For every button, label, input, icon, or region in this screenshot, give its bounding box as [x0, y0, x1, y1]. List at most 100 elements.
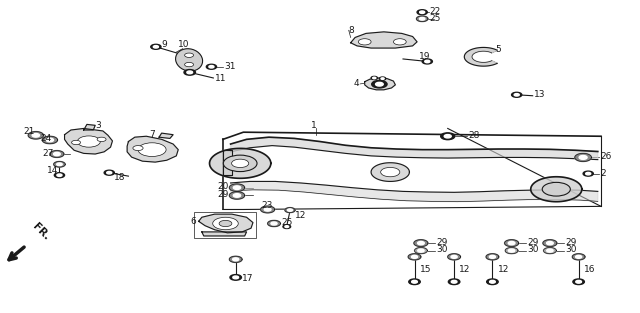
Text: 11: 11 [214, 74, 226, 83]
Text: 8: 8 [349, 26, 355, 35]
Circle shape [285, 226, 289, 228]
Circle shape [230, 275, 241, 280]
Bar [193, 212, 256, 238]
Circle shape [223, 155, 257, 172]
Polygon shape [223, 150, 232, 175]
Polygon shape [351, 32, 417, 48]
Circle shape [511, 92, 522, 97]
Circle shape [380, 77, 386, 80]
Circle shape [381, 78, 384, 80]
Circle shape [573, 279, 584, 285]
Polygon shape [54, 152, 60, 156]
Polygon shape [46, 138, 54, 142]
Polygon shape [448, 254, 461, 260]
Text: 29: 29 [436, 238, 447, 247]
Circle shape [417, 10, 428, 15]
Polygon shape [159, 133, 173, 138]
Polygon shape [260, 206, 275, 213]
Polygon shape [57, 163, 62, 166]
Text: 5: 5 [495, 45, 501, 54]
Text: 17: 17 [242, 274, 253, 283]
Polygon shape [504, 240, 518, 247]
Circle shape [187, 71, 193, 74]
Polygon shape [234, 186, 241, 189]
Polygon shape [415, 248, 428, 254]
Circle shape [358, 39, 371, 45]
Circle shape [372, 77, 376, 79]
Text: 30: 30 [527, 245, 538, 254]
Circle shape [219, 220, 232, 227]
Circle shape [184, 62, 193, 67]
Text: 10: 10 [178, 40, 189, 49]
Text: 21: 21 [24, 127, 35, 136]
Polygon shape [42, 136, 58, 144]
Polygon shape [32, 134, 40, 137]
Circle shape [444, 135, 451, 138]
Text: 30: 30 [436, 245, 448, 254]
Text: 4: 4 [354, 79, 360, 88]
Polygon shape [268, 220, 280, 227]
Circle shape [422, 59, 433, 64]
Polygon shape [84, 124, 95, 130]
Circle shape [232, 159, 249, 167]
Circle shape [583, 171, 593, 176]
Polygon shape [451, 255, 457, 258]
Circle shape [209, 65, 214, 68]
Text: 28: 28 [468, 131, 479, 140]
Text: 2: 2 [600, 168, 606, 177]
Circle shape [77, 136, 100, 147]
Polygon shape [531, 177, 582, 202]
Circle shape [451, 280, 457, 283]
Circle shape [514, 94, 519, 96]
Text: 14: 14 [47, 166, 58, 175]
Text: 29: 29 [527, 238, 538, 247]
Ellipse shape [175, 49, 203, 71]
Polygon shape [230, 137, 598, 160]
Polygon shape [371, 163, 410, 182]
Polygon shape [575, 255, 582, 258]
Circle shape [206, 64, 216, 69]
Polygon shape [127, 136, 178, 162]
Circle shape [184, 69, 195, 75]
Circle shape [184, 53, 193, 57]
Text: 29: 29 [218, 190, 229, 199]
Polygon shape [285, 208, 295, 213]
Text: 15: 15 [420, 265, 431, 274]
Text: 3: 3 [95, 121, 101, 131]
Polygon shape [198, 214, 253, 233]
Circle shape [542, 182, 570, 196]
Circle shape [576, 280, 582, 283]
Circle shape [490, 280, 495, 283]
Text: 6: 6 [190, 217, 196, 225]
Circle shape [372, 80, 387, 88]
Text: 25: 25 [430, 14, 441, 23]
Polygon shape [572, 254, 585, 260]
Circle shape [381, 167, 400, 177]
Circle shape [376, 82, 383, 86]
Text: 31: 31 [224, 62, 236, 71]
Text: FR.: FR. [31, 221, 51, 242]
Text: 12: 12 [460, 265, 470, 274]
Polygon shape [417, 242, 424, 245]
Circle shape [449, 279, 460, 285]
Polygon shape [543, 248, 556, 254]
Polygon shape [465, 48, 497, 66]
Polygon shape [418, 249, 424, 252]
Polygon shape [287, 209, 292, 211]
Circle shape [394, 39, 406, 45]
Circle shape [107, 172, 112, 174]
Polygon shape [412, 255, 417, 258]
Circle shape [138, 143, 166, 156]
Circle shape [283, 225, 291, 228]
Circle shape [104, 170, 115, 175]
Text: 22: 22 [430, 7, 441, 16]
Polygon shape [508, 249, 515, 252]
Polygon shape [365, 78, 396, 90]
Text: 23: 23 [261, 201, 273, 210]
Polygon shape [54, 162, 65, 167]
Polygon shape [505, 248, 518, 254]
Text: 19: 19 [419, 52, 431, 61]
Polygon shape [547, 249, 553, 252]
Circle shape [57, 174, 62, 177]
Polygon shape [575, 153, 591, 162]
